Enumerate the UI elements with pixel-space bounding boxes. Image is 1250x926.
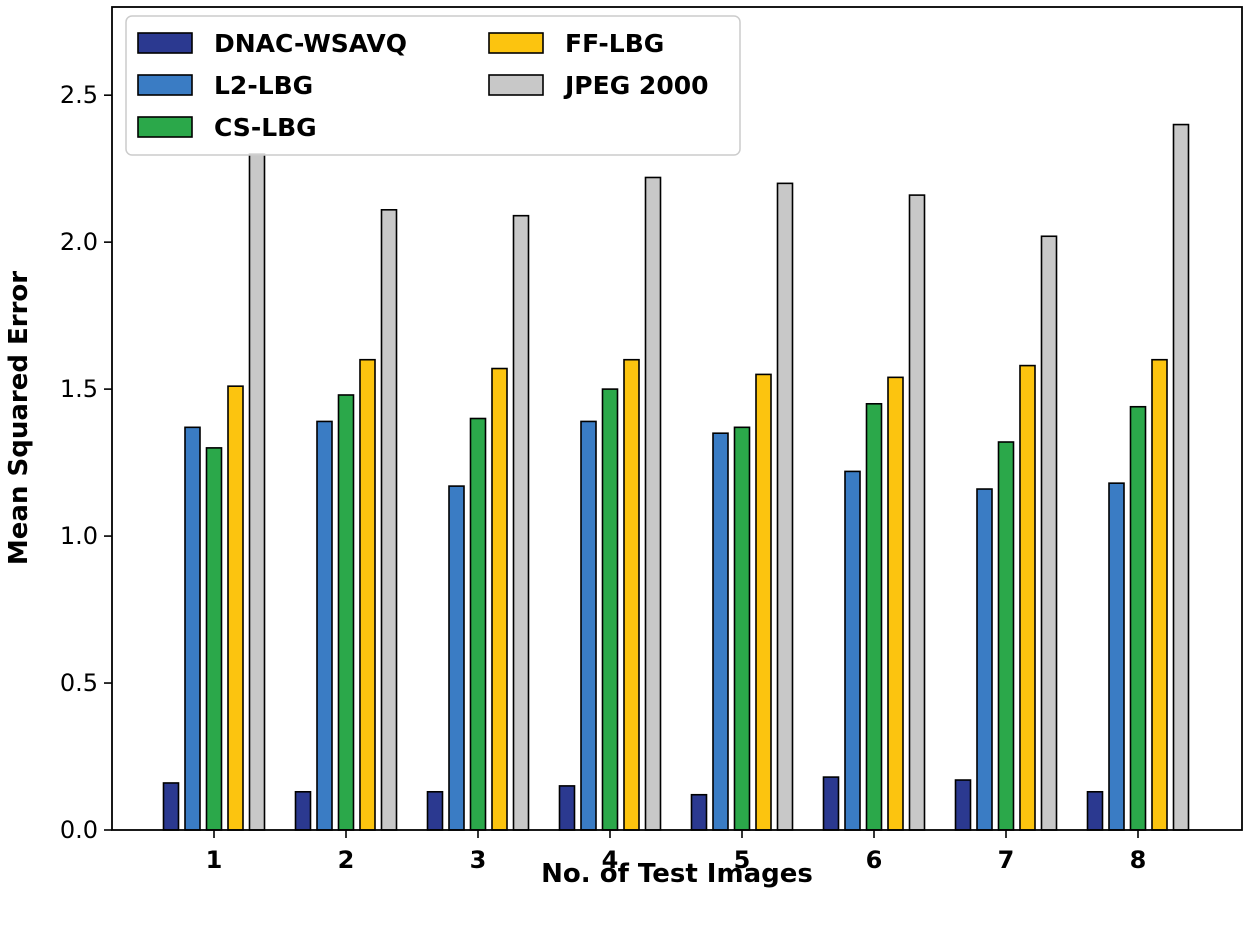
bar-cs-lbg-image-5 (733, 426, 751, 831)
legend-box (125, 15, 741, 156)
bar-jpeg-2000-image-5 (776, 182, 794, 831)
legend-swatch-dnac-wsavq (137, 32, 193, 54)
axes-layer: 0.0 0.5 1.0 1.5 2.0 2.5 1 2 3 4 5 6 7 8 (60, 6, 1243, 874)
x-tick-label: 4 (602, 846, 619, 874)
y-tick-label: 2.0 (60, 228, 98, 256)
x-tick-label: 8 (1130, 846, 1147, 874)
bar-cs-lbg-image-6 (865, 402, 883, 831)
bar-l2-lbg-image-3 (448, 485, 465, 831)
bar-ff-lbg-image-1 (227, 385, 244, 831)
plot-frame (111, 6, 1243, 831)
x-tick-label: 2 (338, 846, 355, 874)
bar-cs-lbg-image-8 (1129, 405, 1147, 831)
x-tick-label: 1 (206, 846, 223, 874)
bar-cs-lbg-image-7 (997, 441, 1015, 831)
bar-cs-lbg-image-2 (337, 394, 355, 831)
bar-cs-lbg-image-3 (469, 417, 487, 831)
bar-ff-lbg-image-5 (755, 373, 772, 831)
bar-jpeg-2000-image-3 (512, 214, 530, 831)
legend-label-l2-lbg: L2-LBG (214, 71, 313, 100)
y-tick-label: 0.0 (60, 816, 98, 844)
bars-layer (162, 123, 1190, 831)
bar-l2-lbg-image-6 (844, 470, 861, 831)
bar-dnac-wsavq-image-4 (558, 785, 576, 831)
bar-dnac-wsavq-image-1 (162, 782, 180, 831)
bar-l2-lbg-image-5 (712, 432, 729, 831)
legend-label-dnac-wsavq: DNAC-WSAVQ (214, 29, 407, 58)
bar-cs-lbg-image-1 (205, 447, 223, 831)
bar-l2-lbg-image-1 (184, 426, 201, 831)
bar-l2-lbg-image-7 (976, 488, 993, 831)
y-tick-label: 0.5 (60, 669, 98, 697)
x-axis-label: No. of Test Images (541, 859, 813, 889)
y-tick-label: 1.5 (60, 375, 98, 403)
bar-jpeg-2000-image-8 (1172, 123, 1190, 831)
bar-ff-lbg-image-8 (1151, 358, 1168, 831)
legend-label-cs-lbg: CS-LBG (214, 113, 317, 142)
bar-jpeg-2000-image-1 (248, 153, 266, 831)
bar-ff-lbg-image-3 (491, 367, 508, 831)
bar-dnac-wsavq-image-7 (954, 779, 972, 831)
bar-dnac-wsavq-image-8 (1086, 790, 1104, 831)
y-axis-label: Mean Squared Error (4, 271, 34, 565)
bar-dnac-wsavq-image-3 (426, 790, 444, 831)
bar-l2-lbg-image-8 (1108, 482, 1125, 831)
bar-l2-lbg-image-2 (316, 420, 333, 831)
bar-dnac-wsavq-image-6 (822, 776, 840, 831)
y-tick-label: 2.5 (60, 81, 98, 109)
x-tick-label: 6 (866, 846, 883, 874)
legend-swatch-jpeg-2000 (488, 74, 544, 96)
y-tick-label: 1.0 (60, 522, 98, 550)
bar-cs-lbg-image-4 (601, 388, 619, 831)
bar-l2-lbg-image-4 (580, 420, 597, 831)
x-tick-label: 7 (998, 846, 1015, 874)
bar-dnac-wsavq-image-2 (294, 790, 312, 831)
bar-jpeg-2000-image-6 (908, 194, 926, 831)
bar-jpeg-2000-image-2 (380, 209, 398, 831)
legend-label-ff-lbg: FF-LBG (565, 29, 664, 58)
bar-ff-lbg-image-2 (359, 358, 376, 831)
bar-ff-lbg-image-4 (623, 358, 640, 831)
x-tick-label: 5 (734, 846, 751, 874)
legend-swatch-cs-lbg (137, 116, 193, 138)
bar-jpeg-2000-image-7 (1040, 235, 1058, 831)
legend-swatch-ff-lbg (488, 32, 544, 54)
x-tick-label: 3 (470, 846, 487, 874)
bar-ff-lbg-image-6 (887, 376, 904, 831)
legend: DNAC-WSAVQ L2-LBG CS-LBG FF-LBG JPEG 2000 (125, 15, 741, 156)
legend-label-jpeg-2000: JPEG 2000 (563, 71, 709, 100)
legend-swatch-l2-lbg (137, 74, 193, 96)
bar-ff-lbg-image-7 (1019, 364, 1036, 831)
bar-dnac-wsavq-image-5 (690, 793, 708, 831)
bar-jpeg-2000-image-4 (644, 176, 662, 831)
